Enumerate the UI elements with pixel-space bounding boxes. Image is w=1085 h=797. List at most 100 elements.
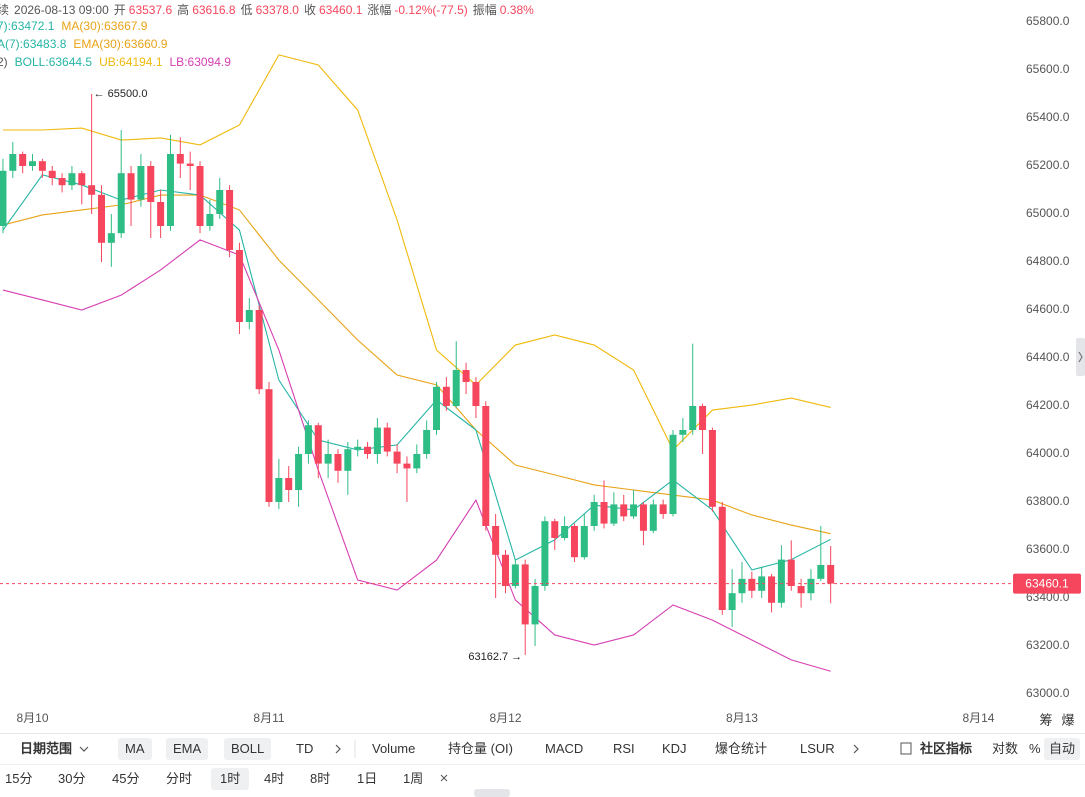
last-price-label: 63460.1 — [1025, 577, 1069, 591]
toolbar-item[interactable]: % — [1029, 741, 1041, 756]
toolbar-item[interactable]: 1周 — [403, 771, 424, 786]
candle-body — [620, 504, 628, 517]
toolbar-item[interactable]: TD — [296, 741, 314, 756]
dropdown-icon[interactable] — [79, 746, 89, 752]
candle-body — [107, 233, 115, 243]
candle-body — [255, 310, 263, 390]
toolbar-item[interactable]: 自动 — [1044, 738, 1081, 760]
toolbar-item[interactable]: 30分 — [58, 771, 86, 786]
field-value: 63460.1 — [319, 3, 363, 17]
toolbar-item[interactable]: 持仓量 (OI) — [448, 741, 513, 756]
candle-body — [501, 554, 509, 586]
more-arrow[interactable] — [335, 744, 341, 754]
field-value: 0.38% — [499, 3, 534, 17]
field-label: 涨幅 — [367, 3, 392, 17]
close-icon[interactable] — [440, 774, 448, 782]
toolbar-item[interactable]: BOLL — [224, 738, 272, 760]
candle-body — [738, 578, 746, 594]
candle-body — [639, 504, 647, 531]
y-tick-label: 64600.0 — [1026, 302, 1070, 316]
toolbar-item[interactable]: LSUR — [800, 741, 835, 756]
toolbar-item[interactable]: 4时 — [264, 771, 285, 786]
toolbar-item[interactable]: KDJ — [662, 741, 687, 756]
y-tick-label: 64400.0 — [1026, 350, 1070, 364]
toolbar-item[interactable]: 日期范围 — [20, 741, 73, 756]
candle-body — [630, 504, 638, 517]
indicator-row: 7):63472.1 MA(30):63667.9 — [0, 19, 154, 33]
candle-body — [117, 173, 125, 234]
candle-body — [88, 185, 96, 195]
toolbar-item[interactable]: 1时 — [211, 768, 250, 790]
candle-body — [482, 406, 490, 526]
field-value: 63537.6 — [128, 3, 173, 17]
side-tab[interactable]: 爆 — [1061, 712, 1074, 727]
indicator-line — [2, 174, 831, 571]
toolbar-item[interactable]: RSI — [613, 741, 635, 756]
candle-body — [29, 161, 37, 166]
candle-body — [216, 190, 224, 214]
candle-body — [541, 521, 549, 586]
last-price-box — [1013, 573, 1081, 594]
candle-body — [245, 310, 253, 322]
field-label: 低 — [240, 3, 253, 17]
bottom-handle[interactable] — [474, 789, 510, 797]
candle-body — [649, 504, 657, 531]
candle-body — [275, 478, 283, 502]
candle-body — [442, 386, 450, 406]
indicator-label: EMA(30) — [73, 37, 121, 51]
ohlc-header: 续 2026-08-13 09:00 开 63537.6 高 63616.8 低 63378.… — [0, 1, 539, 18]
toolbar-item[interactable]: Volume — [372, 741, 416, 756]
candle-body — [807, 578, 815, 594]
x-tick-label: 8月13 — [726, 711, 758, 725]
side-tab[interactable]: 筹 — [1039, 712, 1052, 727]
toolbar-item[interactable]: 爆仓统计 — [715, 741, 768, 756]
indicator-label: 2) — [0, 55, 8, 69]
candle-body — [817, 564, 825, 579]
x-tick-label: 8月10 — [17, 711, 49, 725]
time: 2026-08-13 09:00 — [14, 3, 109, 17]
y-tick-label: 63800.0 — [1026, 494, 1070, 508]
indicator-item: EMA(30):63660.9 — [73, 37, 168, 51]
toolbar-item[interactable]: EMA — [166, 738, 209, 760]
candle-body — [58, 178, 66, 186]
indicator-value: 63472.1 — [11, 19, 55, 33]
indicator-label: UB — [99, 55, 116, 69]
y-tick-label: 65000.0 — [1026, 206, 1070, 220]
indicator-label: BOLL — [14, 55, 46, 69]
indicator-label: 7) — [0, 19, 8, 33]
toolbar-item[interactable]: 对数 — [992, 741, 1019, 756]
toolbar-item[interactable]: 8时 — [310, 771, 331, 786]
candle-body — [797, 586, 805, 594]
toolbar-item[interactable]: 1日 — [357, 771, 378, 786]
indicator-item: LB:63094.9 — [169, 55, 231, 69]
edit-icon[interactable] — [900, 742, 912, 755]
candle-body — [728, 593, 736, 610]
side-handle[interactable] — [1076, 338, 1085, 376]
y-tick-label: 64200.0 — [1026, 398, 1070, 412]
candle-body — [295, 454, 303, 490]
toolbar-item[interactable]: 45分 — [112, 771, 140, 786]
candle-body — [827, 564, 835, 584]
toolbar-item[interactable]: 分时 — [166, 771, 193, 786]
candle-body — [38, 161, 46, 171]
toolbar-item[interactable]: 15分 — [5, 771, 33, 786]
candle-body — [433, 386, 441, 430]
toolbar-item[interactable]: MACD — [545, 741, 584, 756]
toolbar-item[interactable]: 社区指标 — [920, 741, 973, 756]
indicator-value: 63667.9 — [104, 19, 148, 33]
candle-body — [679, 430, 687, 435]
candle-body — [304, 425, 312, 454]
candle-body — [708, 430, 716, 507]
more-arrow[interactable] — [853, 744, 859, 754]
time-label: 续 — [0, 3, 10, 17]
indicator-line — [2, 54, 831, 451]
candle-body — [659, 504, 667, 514]
candle-body — [600, 502, 608, 524]
indicator-item: A(7):63483.8 — [0, 37, 66, 51]
candle-body — [403, 463, 411, 469]
toolbar-item[interactable]: MA — [118, 738, 152, 760]
field-label: 振幅 — [472, 3, 497, 17]
indicator-label: MA(30) — [61, 19, 101, 33]
candle-body — [521, 564, 529, 625]
